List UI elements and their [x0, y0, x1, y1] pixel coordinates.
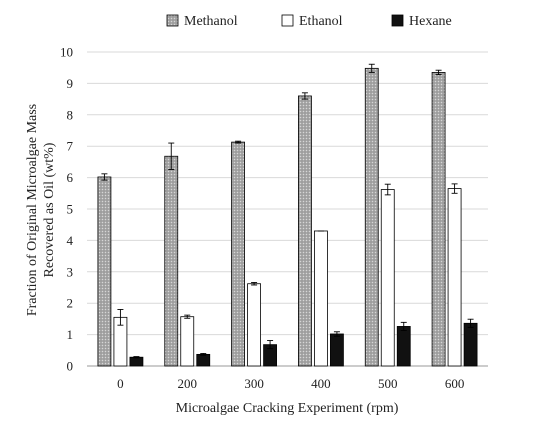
bar-methanol-0	[97, 176, 112, 367]
legend-label-ethanol: Ethanol	[299, 14, 343, 29]
bar-hexane-500	[396, 326, 411, 367]
legend-swatch-methanol	[166, 14, 179, 27]
bar-hexane-200	[196, 353, 211, 367]
bar-hexane-0	[129, 356, 144, 367]
x-axis-label: Microalgae Cracking Experiment (rpm)	[176, 401, 399, 416]
bar-ethanol-600	[447, 188, 462, 367]
y-tick-label: 5	[67, 202, 74, 217]
bar-methanol-400	[298, 95, 312, 367]
y-tick-label: 8	[67, 107, 74, 122]
y-tick-label: 10	[60, 45, 73, 60]
bars	[97, 67, 478, 367]
y-tick-label: 4	[67, 233, 74, 248]
legend: Methanol Ethanol Hexane	[166, 14, 452, 29]
legend-swatch-hexane	[391, 14, 404, 27]
y-axis-ticks: 0 1 2 3 4 5 6 7 8 9 10	[60, 45, 74, 374]
x-axis-ticks: 0 200 300 400 500 600	[117, 376, 464, 391]
legend-label-methanol: Methanol	[184, 14, 238, 29]
x-tick-label: 0	[117, 376, 124, 391]
error-bars	[101, 63, 474, 359]
bar-methanol-200	[164, 155, 179, 367]
y-tick-label: 7	[67, 139, 74, 154]
bar-methanol-300	[231, 141, 245, 367]
x-tick-label: 300	[244, 376, 264, 391]
bar-hexane-400	[330, 333, 344, 367]
y-tick-label: 9	[67, 76, 74, 91]
legend-label-hexane: Hexane	[409, 14, 452, 29]
bar-ethanol-500	[380, 189, 395, 367]
bar-methanol-600	[431, 72, 446, 367]
y-tick-label: 1	[67, 327, 74, 342]
y-tick-label: 6	[67, 170, 74, 185]
bar-ethanol-200	[180, 316, 195, 367]
bar-ethanol-400	[314, 230, 328, 367]
y-axis-label-line1: Fraction of Original Microalgae Mass	[25, 104, 40, 316]
bar-methanol-500	[364, 67, 379, 367]
x-tick-label: 500	[378, 376, 398, 391]
gridlines	[87, 51, 488, 367]
y-axis-label-line2: Recovered as Oil (wt%)	[42, 142, 57, 277]
x-tick-label: 200	[178, 376, 198, 391]
y-tick-label: 0	[67, 359, 74, 374]
x-tick-label: 600	[445, 376, 465, 391]
bar-hexane-600	[463, 322, 478, 367]
y-tick-label: 3	[67, 264, 74, 279]
x-tick-label: 400	[311, 376, 331, 391]
bar-ethanol-300	[247, 283, 261, 367]
y-tick-label: 2	[67, 296, 74, 311]
legend-swatch-ethanol	[281, 14, 294, 27]
